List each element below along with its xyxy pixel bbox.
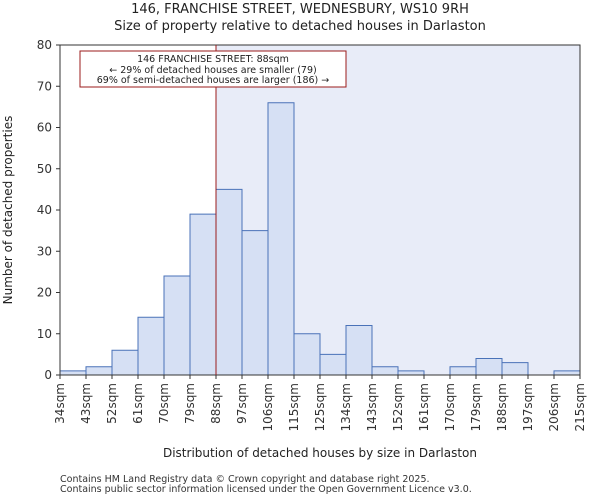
histogram-bar-206sqm [553, 370, 581, 376]
histogram-bar-97sqm [241, 230, 269, 376]
annotation-box: 146 FRANCHISE STREET: 88sqm ← 29% of det… [79, 50, 347, 88]
x-tick-label: 97sqm [235, 383, 249, 424]
histogram-bar-61sqm [137, 316, 165, 376]
x-tick-label: 115sqm [287, 383, 301, 431]
x-tick-label: 34sqm [53, 383, 67, 424]
x-tick-label: 161sqm [417, 383, 431, 431]
histogram-bar-152sqm [397, 370, 425, 376]
y-tick-label: 10 [37, 327, 52, 341]
annotation-line-1: 146 FRANCHISE STREET: 88sqm [137, 54, 289, 65]
histogram-bar-88sqm [215, 188, 243, 376]
histogram-bar-188sqm [501, 362, 529, 376]
chart-subtitle: Size of property relative to detached ho… [114, 19, 486, 34]
histogram-bar-106sqm [267, 102, 295, 376]
x-tick-label: 188sqm [495, 383, 509, 431]
x-tick-label: 61sqm [131, 383, 145, 424]
x-tick-label: 79sqm [183, 383, 197, 424]
x-tick-label: 43sqm [79, 383, 93, 424]
y-tick-label: 40 [37, 203, 52, 217]
histogram-bar-34sqm [59, 370, 87, 376]
y-axis-title: Number of detached properties [1, 116, 15, 305]
histogram-bar-134sqm [345, 325, 373, 376]
x-tick-label: 134sqm [339, 383, 353, 431]
histogram-bar-170sqm [449, 366, 477, 376]
x-tick-label: 52sqm [105, 383, 119, 424]
x-tick-label: 88sqm [209, 383, 223, 424]
y-tick-label: 0 [44, 368, 52, 382]
histogram-bar-79sqm [189, 213, 217, 376]
x-tick-label: 143sqm [365, 383, 379, 431]
histogram-bar-179sqm [475, 358, 503, 376]
y-tick-label: 60 [37, 121, 52, 135]
x-tick-label: 206sqm [547, 383, 561, 431]
x-tick-label: 170sqm [443, 383, 457, 431]
annotation-line-3: 69% of semi-detached houses are larger (… [97, 75, 330, 86]
x-tick-label: 152sqm [391, 383, 405, 431]
y-tick-label: 70 [37, 79, 52, 93]
x-tick-label: 70sqm [157, 383, 171, 424]
y-tick-label: 30 [37, 244, 52, 258]
histogram-bar-43sqm [85, 366, 113, 376]
y-tick-label: 80 [37, 38, 52, 52]
histogram-bar-143sqm [371, 366, 399, 376]
chart-title: 146, FRANCHISE STREET, WEDNESBURY, WS10 … [131, 2, 469, 17]
x-axis-title: Distribution of detached houses by size … [163, 446, 477, 460]
x-tick-label: 215sqm [573, 383, 587, 431]
x-tick-label: 106sqm [261, 383, 275, 431]
x-tick-label: 197sqm [521, 383, 535, 431]
histogram-bar-52sqm [111, 349, 139, 376]
annotation-line-2: ← 29% of detached houses are smaller (79… [109, 65, 316, 76]
histogram-bar-70sqm [163, 275, 191, 376]
footer-licence: Contains public sector information licen… [60, 484, 472, 495]
footer-copyright: Contains HM Land Registry data © Crown c… [60, 474, 430, 485]
y-tick-label: 20 [37, 286, 52, 300]
x-tick-label: 179sqm [469, 383, 483, 431]
histogram-bar-115sqm [293, 333, 321, 376]
y-tick-label: 50 [37, 162, 52, 176]
histogram-bar-125sqm [319, 353, 347, 376]
annotation-frame [79, 50, 347, 88]
x-tick-label: 125sqm [313, 383, 327, 431]
